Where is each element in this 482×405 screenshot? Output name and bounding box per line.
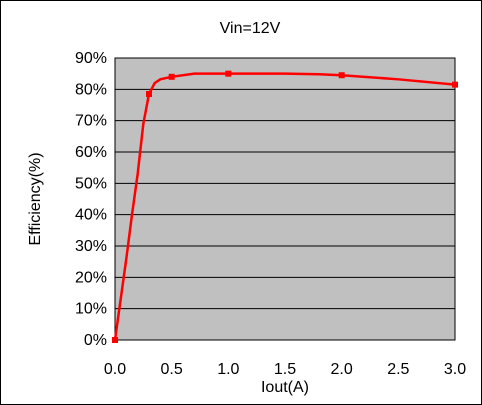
data-marker (225, 70, 232, 77)
x-tick-labels: 0.0 0.5 1.0 1.5 2.0 2.5 3.0 (104, 361, 466, 378)
y-tick-label: 20% (75, 269, 107, 286)
y-tick-labels: 0% 10% 20% 30% 40% 50% 60% 70% 80% 90% (75, 50, 107, 349)
efficiency-line (113, 72, 456, 341)
y-tick-label: 40% (75, 207, 107, 224)
data-marker (112, 337, 118, 343)
y-tick-label: 10% (75, 301, 107, 318)
y-axis-label: Efficiency(%) (27, 152, 44, 245)
x-tick-label: 3.0 (444, 361, 466, 378)
data-marker (168, 73, 175, 80)
y-tick-label: 30% (75, 238, 107, 255)
x-tick-label: 2.5 (387, 361, 409, 378)
y-tick-label: 90% (75, 50, 107, 67)
x-tick-label: 2.0 (331, 361, 353, 378)
x-tick-label: 1.5 (274, 361, 296, 378)
x-axis-label: Iout(A) (261, 379, 309, 396)
plot-area (114, 57, 456, 341)
x-tick-label: 0.5 (161, 361, 183, 378)
data-marker (338, 72, 345, 79)
y-tick-label: 80% (75, 81, 107, 98)
x-tick-label: 1.0 (217, 361, 239, 378)
efficiency-markers (112, 70, 458, 343)
y-tick-label: 70% (75, 113, 107, 130)
chart-title: Vin=12V (220, 20, 281, 37)
grid-lines (115, 57, 455, 341)
x-tick-label: 0.0 (104, 361, 126, 378)
y-tick-label: 0% (84, 332, 107, 349)
y-tick-label: 60% (75, 144, 107, 161)
data-marker (146, 91, 152, 98)
y-tick-label: 50% (75, 175, 107, 192)
data-marker (452, 81, 458, 88)
